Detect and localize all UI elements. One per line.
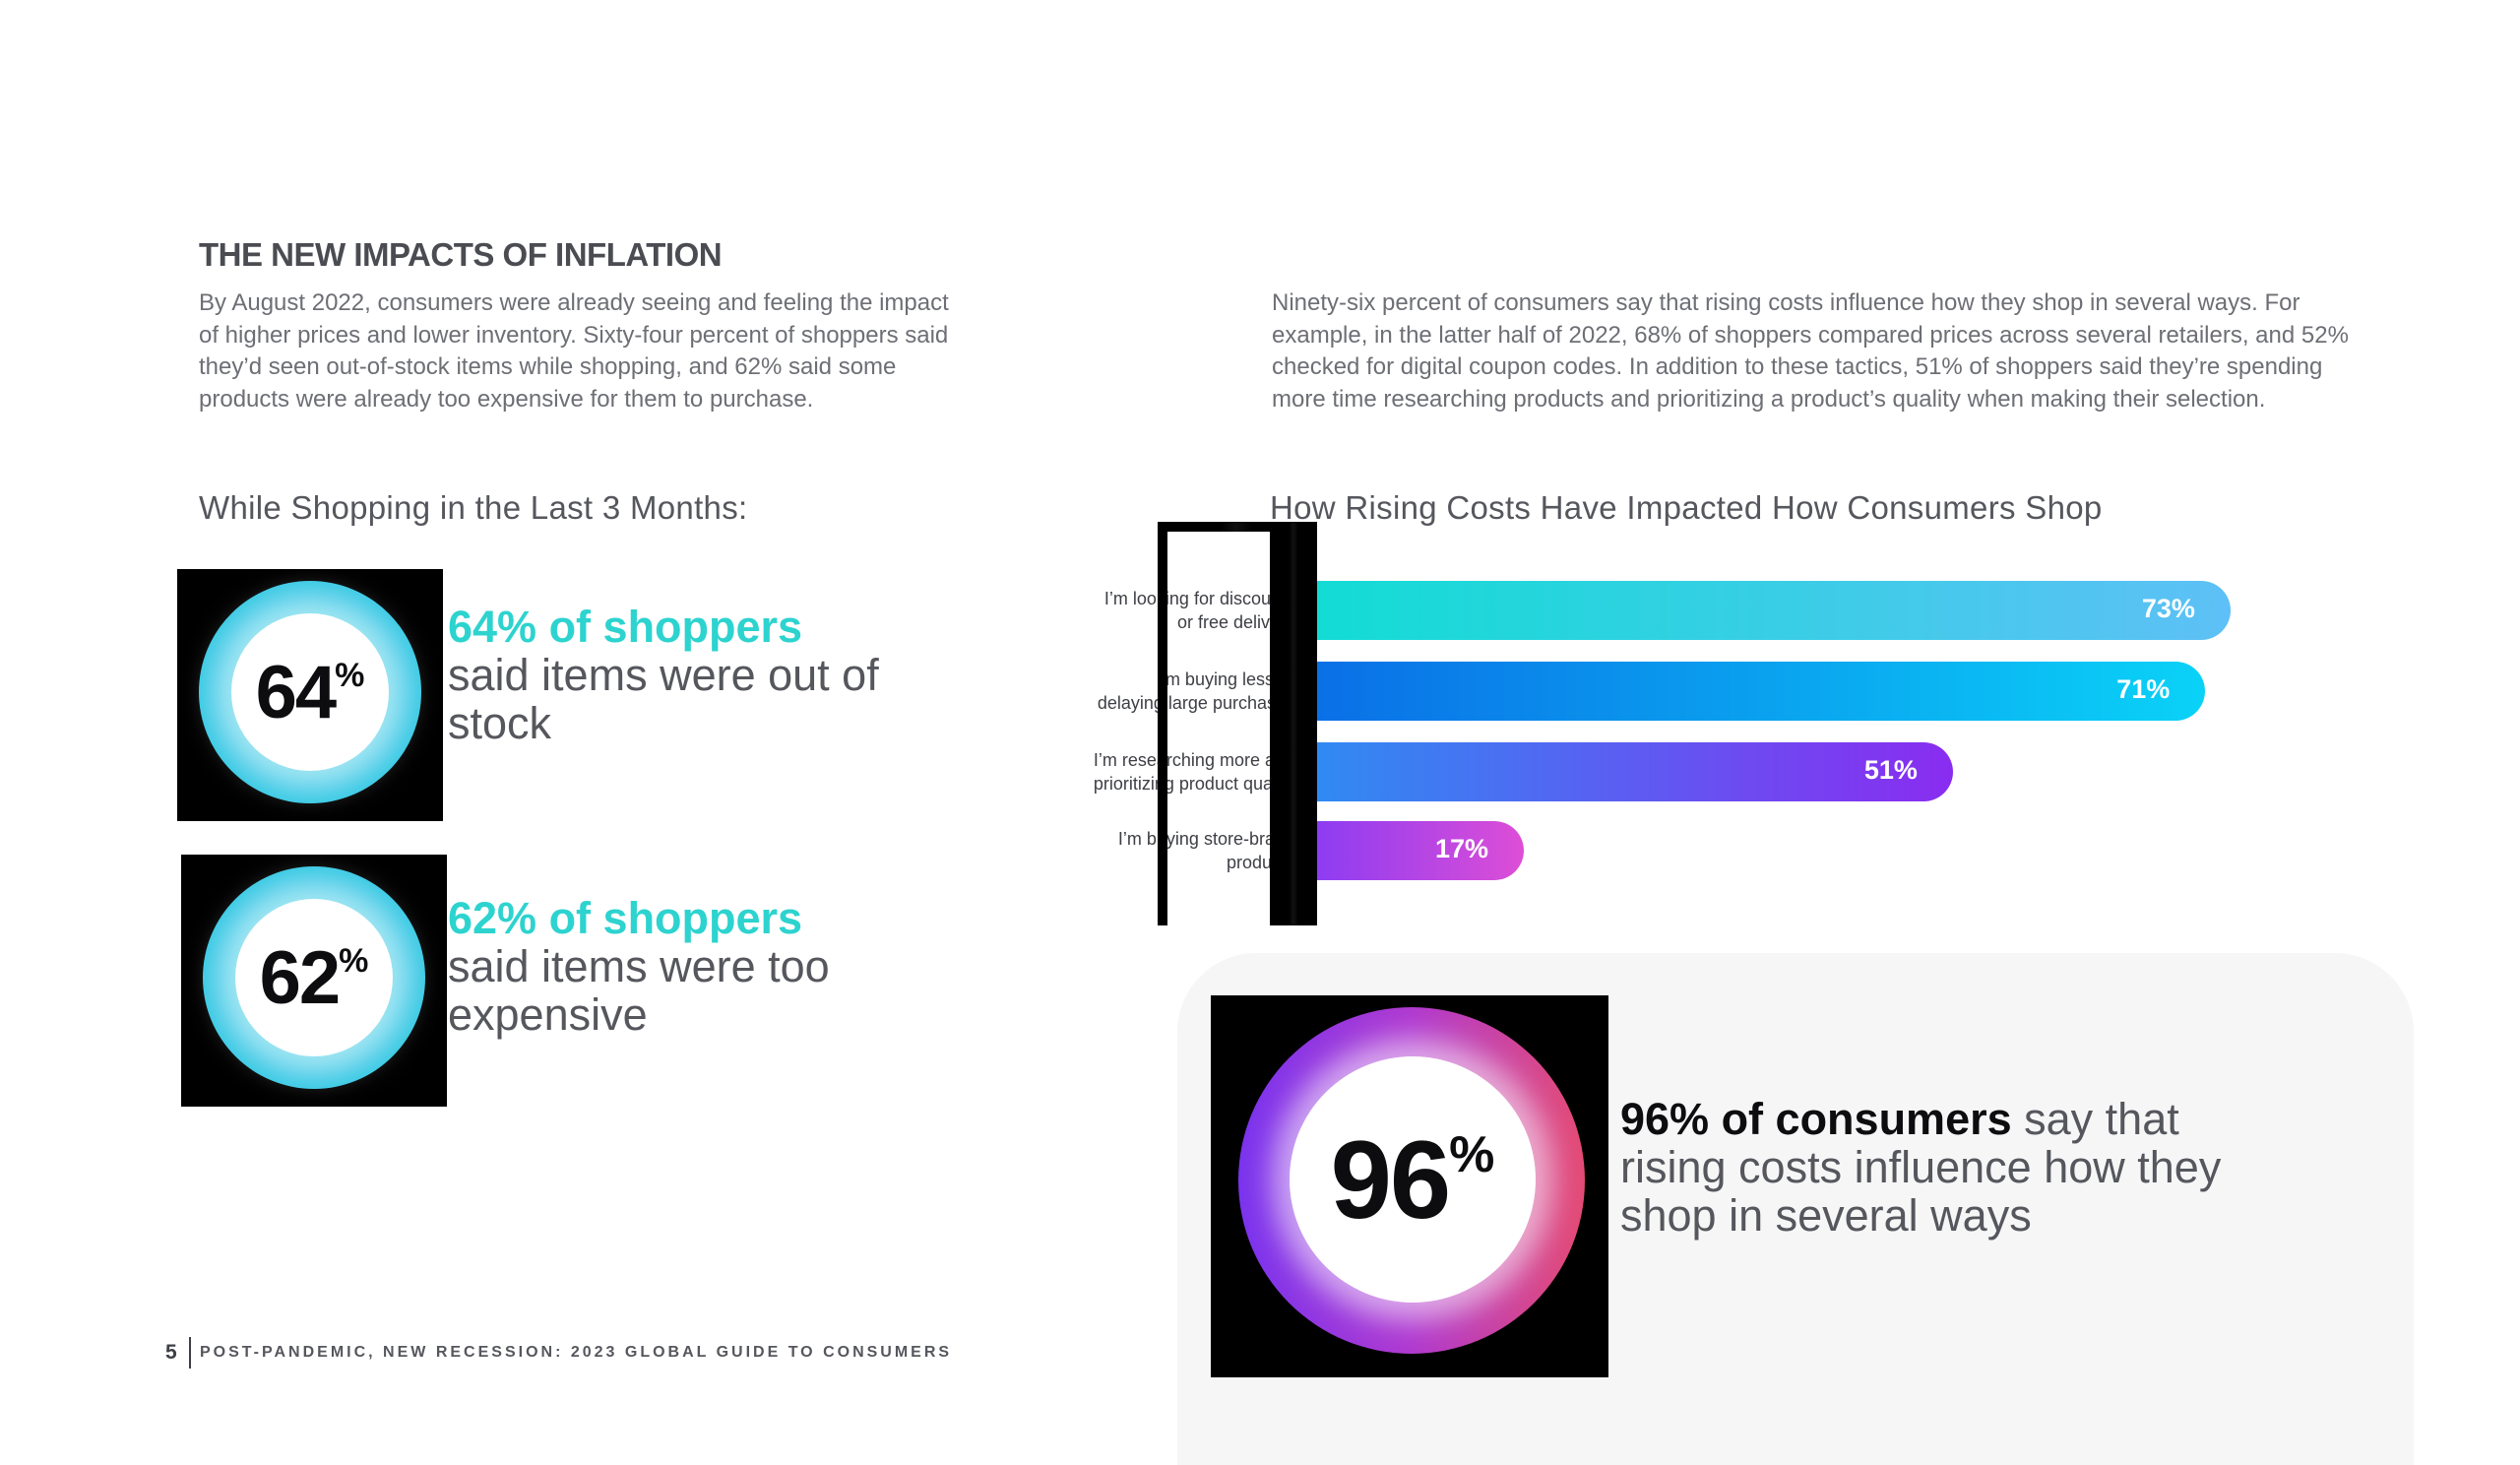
bar-category-label: I’m buying less or delaying large purchas… [1039, 668, 1294, 715]
stat-number: 96 [1330, 1117, 1452, 1242]
bar-category-label: I’m looking for discounts or free deliver… [1039, 587, 1294, 634]
stat-highlight: 96% of consumers [1620, 1094, 2012, 1144]
bar-category-label: I’m researching more and prioritizing pro… [1039, 748, 1294, 796]
bar-category-label-line: I’m researching more and [1093, 750, 1294, 770]
bar [1309, 821, 1524, 880]
stat-number: 64 [255, 650, 338, 734]
bar-category-label-line: delaying large purchases [1097, 693, 1294, 713]
footer-title: POST-PANDEMIC, NEW RECESSION: 2023 GLOBA… [200, 1344, 953, 1361]
stat-percent-sign: % [335, 656, 365, 694]
image-overlay-block [1270, 522, 1317, 925]
stat-62-donut: 62% [181, 855, 447, 1107]
image-overlay-block [1158, 522, 1315, 532]
donut-center: 64% [231, 613, 389, 771]
bar [1309, 581, 2231, 640]
stat-number: 62 [259, 935, 342, 1020]
bar [1309, 742, 1953, 801]
donut-center: 96% [1290, 1056, 1536, 1303]
impact-bar-chart: I’m looking for discounts or free deliver… [984, 522, 2264, 935]
bar-value-label: 51% [1863, 755, 1918, 785]
intro-right-paragraph: Ninety-six percent of consumers say that… [1272, 289, 2349, 413]
donut-center: 62% [235, 899, 393, 1056]
bar-category-label-line: I’m looking for discounts [1103, 589, 1294, 608]
stat-description: say that rising costs influence how they… [1620, 1094, 2222, 1241]
stat-percent-sign: % [1449, 1126, 1495, 1183]
bar-value-label: 17% [1434, 834, 1488, 863]
bar-value-label: 71% [2116, 674, 2171, 704]
stat-96-donut: 96% [1211, 995, 1608, 1377]
stat-percent-sign: % [339, 941, 369, 980]
stat-highlight: 64% of shoppers [448, 602, 803, 652]
stat-62-caption: 62% of shoppers said items were too expe… [448, 894, 891, 1039]
chart-title: How Rising Costs Have Impacted How Consu… [1270, 489, 2103, 526]
bar-value-label: 73% [2141, 594, 2195, 623]
stat-64-caption: 64% of shoppers said items were out of s… [448, 603, 891, 747]
image-overlay-block [1158, 522, 1167, 925]
section-title: THE NEW IMPACTS OF INFLATION [199, 236, 723, 273]
footer-divider [189, 1337, 191, 1369]
page-number: 5 [165, 1341, 177, 1364]
stat-96-caption: 96% of consumers say that rising costs i… [1620, 1095, 2290, 1240]
bar-category-label-line: prioritizing product quality [1093, 774, 1294, 794]
bar-category-label-line: I’m buying less or [1156, 669, 1294, 689]
left-subheading: While Shopping in the Last 3 Months: [199, 489, 748, 526]
stat-64-donut: 64% [177, 569, 443, 821]
stat-description: said items were out of stock [448, 650, 879, 748]
stat-description: said items were too expensive [448, 941, 830, 1040]
stat-highlight: 62% of shoppers [448, 893, 803, 943]
bar [1309, 662, 2206, 721]
bar-category-label-line: or free delivery [1176, 612, 1294, 632]
intro-left-paragraph: By August 2022, consumers were already s… [199, 289, 949, 413]
